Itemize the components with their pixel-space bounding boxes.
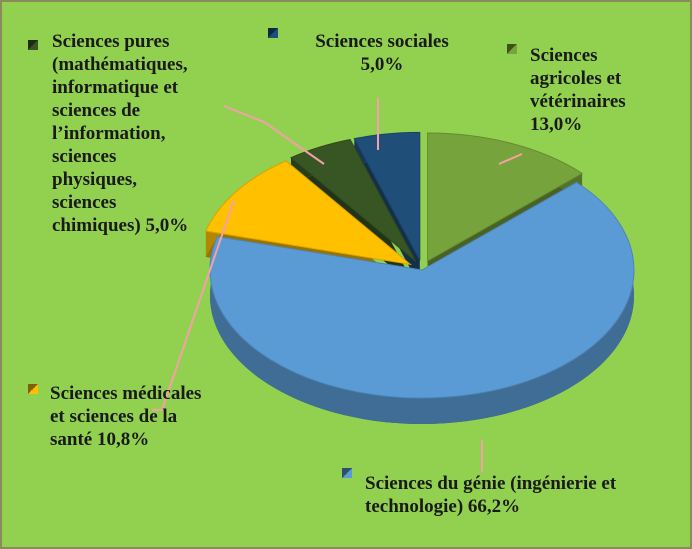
value-label: 10,8% — [96, 429, 150, 450]
legend-marker — [342, 468, 352, 478]
slice — [427, 132, 584, 262]
data-label: Sciences du génie (ingénierie et technol… — [365, 472, 655, 518]
legend-marker — [507, 44, 517, 54]
data-label: Sciences pures (mathématiques, informati… — [52, 30, 194, 237]
slice — [209, 181, 635, 399]
leader-line — [498, 153, 523, 165]
leader-line — [152, 199, 235, 411]
category-name: Sciences sociales — [315, 31, 449, 52]
category-name: Sciences pures (mathématiques, informati… — [52, 31, 188, 236]
category-name: Sciences médicales et sciences de la san… — [50, 383, 202, 450]
leader-line — [223, 105, 325, 165]
slice — [353, 131, 421, 261]
slice — [290, 138, 417, 262]
data-label: Sciences sociales 5,0% — [287, 30, 477, 76]
legend-marker — [28, 40, 38, 50]
slice — [205, 160, 413, 266]
value-label: 66,2% — [467, 496, 521, 517]
category-name: Sciences agricoles et vétérinaires — [530, 45, 626, 112]
legend-marker — [28, 384, 38, 394]
category-name: Sciences du génie (ingénierie et technol… — [365, 473, 617, 517]
value-label: 13,0% — [530, 114, 583, 135]
data-label: Sciences agricoles et vétérinaires 13,0% — [530, 44, 670, 136]
data-label: Sciences médicales et sciences de la san… — [50, 382, 210, 451]
value-label: 5,0% — [145, 215, 189, 236]
value-label: 5,0% — [360, 54, 404, 75]
legend-marker — [268, 28, 278, 38]
